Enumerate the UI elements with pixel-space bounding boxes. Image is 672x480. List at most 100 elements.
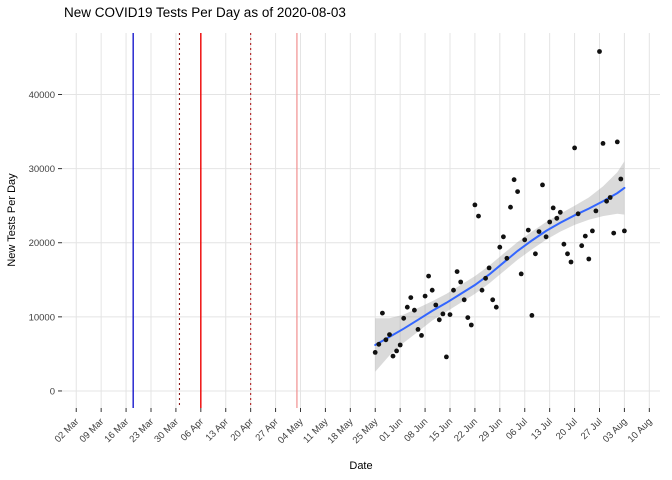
- y-tick-label: 20000: [29, 238, 55, 249]
- data-point: [536, 229, 542, 235]
- data-point: [568, 259, 574, 265]
- data-point: [540, 182, 545, 188]
- data-point: [490, 297, 496, 303]
- reference-lines: [132, 33, 298, 408]
- x-tick-label: 23 Mar: [127, 416, 156, 445]
- data-point: [372, 350, 378, 355]
- y-axis-title: New Tests Per Day: [6, 173, 18, 267]
- data-point: [579, 243, 585, 249]
- data-point: [472, 202, 478, 208]
- data-point: [468, 322, 474, 328]
- x-tick-label: 06 Jul: [504, 416, 530, 442]
- x-tick-label: 11 May: [301, 416, 330, 445]
- y-tick-label: 40000: [29, 90, 55, 101]
- data-point: [465, 315, 471, 320]
- data-point: [387, 332, 392, 337]
- data-point: [422, 293, 428, 299]
- data-point: [426, 273, 431, 279]
- x-tick-label: 18 May: [326, 416, 356, 446]
- data-point: [383, 337, 389, 343]
- data-point: [504, 255, 510, 261]
- data-point: [461, 297, 467, 303]
- x-tick-label: 20 Apr: [229, 416, 256, 443]
- scatter-points: [372, 49, 627, 360]
- data-point: [451, 287, 456, 293]
- data-point: [561, 241, 567, 247]
- x-tick-label: 02 Mar: [53, 416, 82, 445]
- data-point: [522, 237, 528, 243]
- x-tick-label: 10 Aug: [626, 416, 655, 445]
- data-point: [436, 317, 442, 323]
- data-point: [597, 49, 602, 54]
- data-point: [493, 304, 499, 310]
- y-axis: 0 10000 20000 30000 40000: [29, 90, 62, 397]
- x-axis-title: Date: [349, 460, 372, 472]
- data-point: [483, 275, 488, 281]
- x-tick-label: 13 Jul: [529, 416, 555, 442]
- x-tick-label: 08 Jun: [402, 416, 430, 444]
- data-point: [600, 141, 606, 146]
- data-point: [401, 315, 407, 321]
- x-tick-label: 06 Apr: [179, 416, 206, 443]
- data-point: [575, 211, 581, 217]
- data-point: [429, 287, 435, 293]
- data-point: [508, 204, 513, 210]
- data-point: [547, 219, 553, 225]
- x-tick-label: 01 Jun: [377, 416, 405, 444]
- data-point: [376, 341, 382, 347]
- data-point: [611, 230, 617, 236]
- y-tick-label: 10000: [29, 312, 55, 323]
- x-tick-label: 16 Mar: [102, 416, 131, 445]
- data-point: [622, 228, 627, 234]
- data-point: [604, 198, 609, 204]
- x-tick-label: 30 Mar: [152, 416, 181, 445]
- data-point: [397, 342, 403, 348]
- x-tick-label: 20 Jul: [554, 416, 580, 442]
- data-point: [518, 271, 524, 277]
- data-point: [479, 287, 485, 293]
- data-point: [515, 189, 520, 195]
- data-point: [497, 244, 503, 250]
- data-point: [412, 307, 417, 313]
- x-tick-label: 04 May: [276, 416, 306, 446]
- data-point: [458, 279, 464, 285]
- data-point: [550, 205, 556, 211]
- data-point: [533, 251, 538, 257]
- x-tick-label: 22 Jun: [452, 416, 480, 444]
- x-tick-label: 13 Apr: [204, 416, 231, 443]
- data-point: [607, 195, 613, 200]
- data-point: [408, 295, 414, 300]
- data-point: [404, 304, 410, 310]
- smooth-line: [374, 186, 626, 346]
- data-point: [618, 176, 624, 182]
- data-point: [593, 208, 599, 214]
- data-point: [390, 353, 396, 359]
- x-tick-label: 29 Jun: [477, 416, 505, 444]
- data-point: [586, 256, 592, 262]
- data-point: [476, 213, 481, 219]
- data-point: [440, 311, 446, 317]
- x-tick-label: 15 Jun: [427, 416, 455, 444]
- data-point: [419, 333, 424, 338]
- data-point: [380, 310, 385, 316]
- data-point: [590, 228, 595, 234]
- data-point: [501, 234, 506, 240]
- data-point: [572, 145, 577, 151]
- data-point: [582, 233, 588, 239]
- y-tick-label: 30000: [29, 164, 55, 175]
- data-point: [415, 327, 421, 332]
- data-point: [486, 265, 492, 271]
- data-point: [433, 302, 439, 308]
- data-point: [454, 269, 460, 274]
- data-point: [554, 215, 560, 221]
- data-point: [557, 209, 563, 215]
- data-point: [444, 354, 449, 360]
- data-point: [447, 312, 453, 317]
- y-tick-label: 0: [50, 386, 55, 397]
- smooth-layer: [374, 186, 626, 346]
- data-point: [511, 177, 517, 183]
